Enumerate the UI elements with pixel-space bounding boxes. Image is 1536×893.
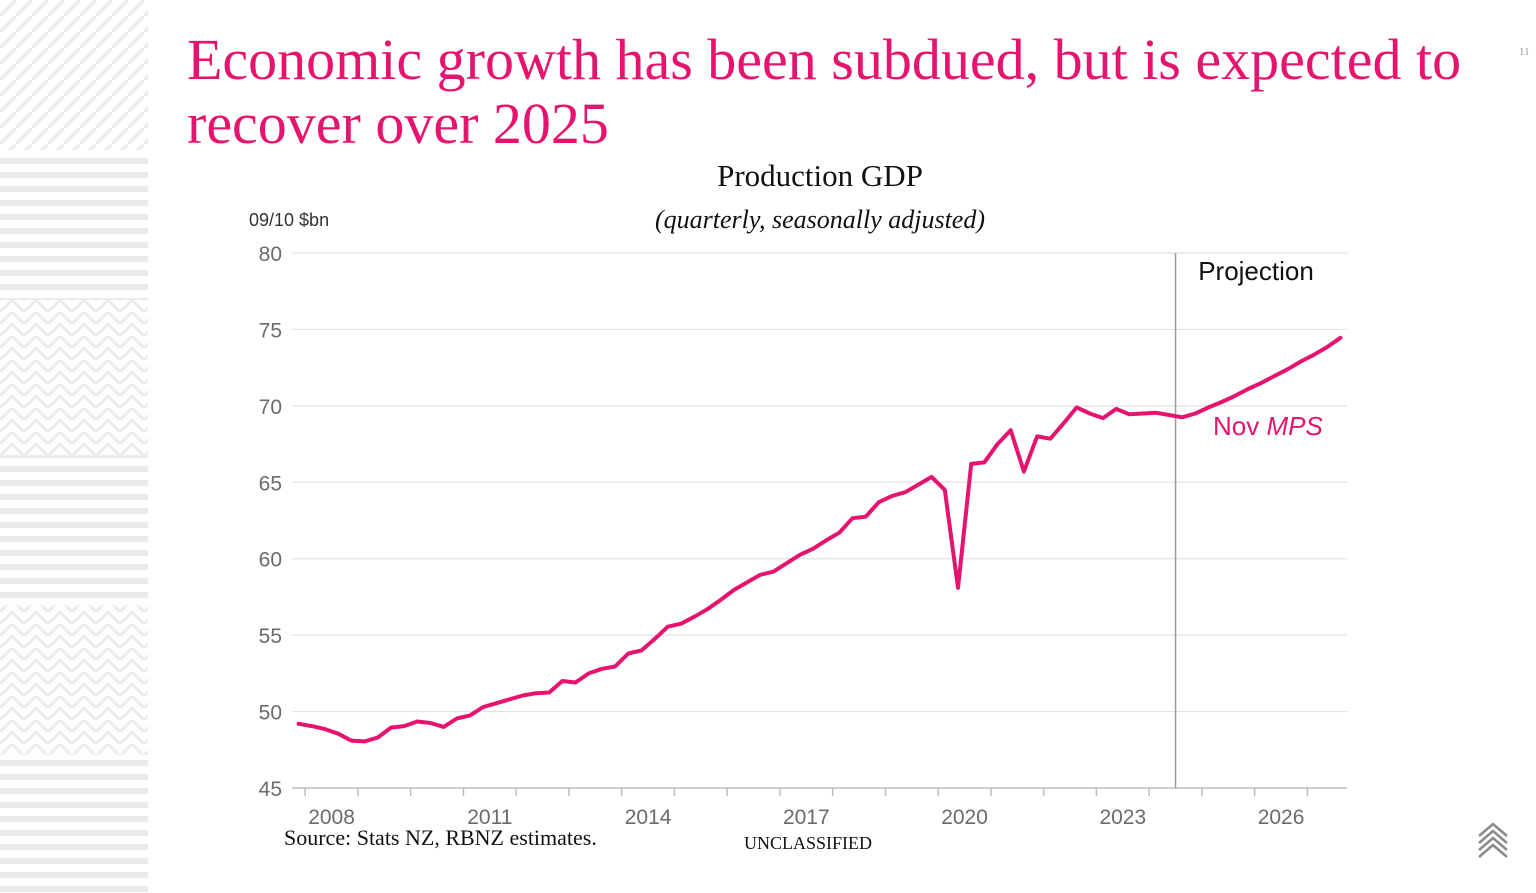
x-tick-label-2008: 2008 [308,806,355,829]
y-tick-label: 60 [259,549,282,572]
series-label-italic: MPS [1266,411,1323,441]
series-label: Nov MPS [1213,411,1323,441]
chart-subtitle: (quarterly, seasonally adjusted) [654,205,985,234]
y-tick-label: 50 [259,702,282,725]
series-label-prefix: Nov [1213,411,1266,441]
series-line-0 [296,335,1343,744]
y-axis-unit-label: 09/10 $bn [249,210,329,230]
x-tick-label-2026: 2026 [1258,806,1305,829]
slide-title: Economic growth has been subdued, but is… [187,27,1462,156]
y-tick-label: 75 [259,319,282,342]
x-tick-label-2014: 2014 [625,806,672,829]
x-tick-label-2011: 2011 [467,806,512,829]
y-tick-label: 80 [259,243,282,266]
classification-label: UNCLASSIFIED [744,833,873,853]
chart-title: Production GDP [717,158,923,193]
decorative-pattern-strip [0,0,148,893]
rbnz-logo-icon [1478,822,1508,858]
y-tick-label: 70 [259,396,282,419]
y-tick-label: 45 [259,778,282,801]
projection-label: Projection [1198,256,1314,286]
y-tick-label: 65 [259,472,282,495]
x-tick-label-2020: 2020 [941,806,988,829]
source-note: Source: Stats NZ, RBNZ estimates. [284,825,597,850]
x-tick-label-2017: 2017 [783,806,830,829]
x-tick-label-2023: 2023 [1099,806,1146,829]
y-tick-label: 55 [259,625,282,648]
page-number: 11 [1519,46,1530,58]
